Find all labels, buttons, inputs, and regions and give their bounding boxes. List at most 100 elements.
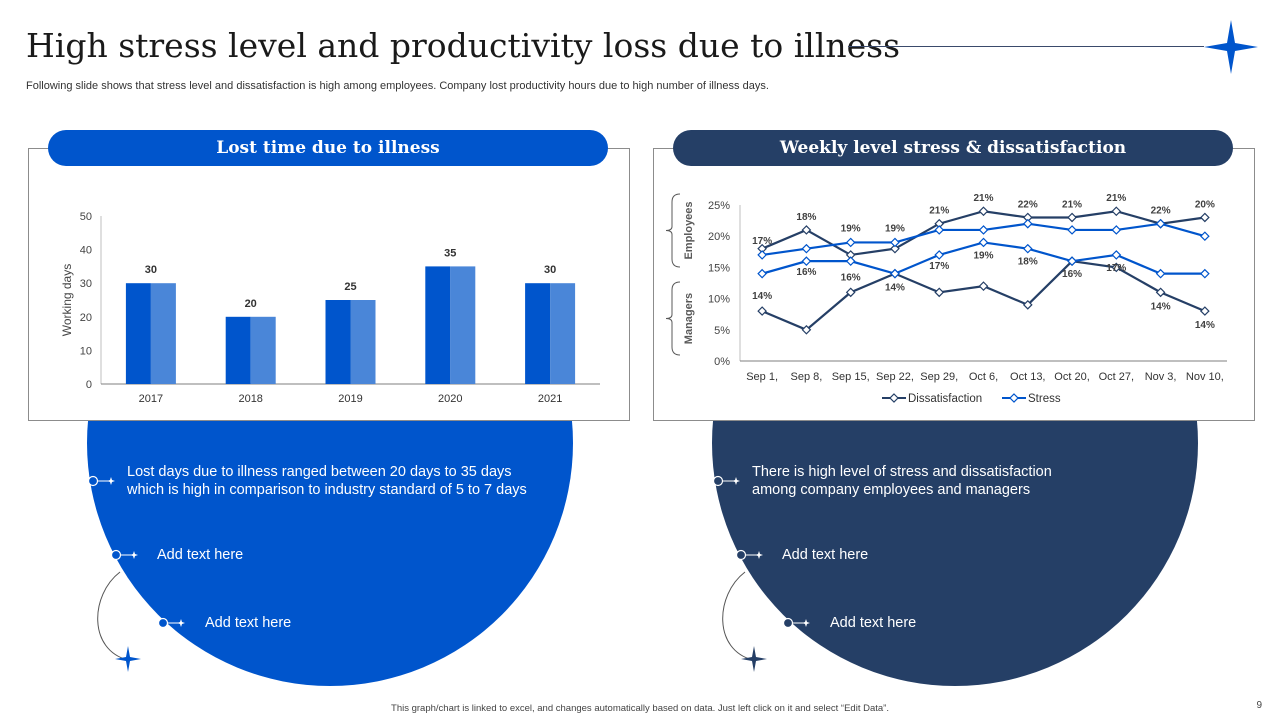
page-subtitle: Following slide shows that stress level …: [26, 80, 769, 92]
series-marker: [1067, 212, 1077, 223]
group-bracket: [665, 193, 681, 268]
bar-highlight: [250, 316, 276, 384]
bar-chart-card[interactable]: 0 10 20 30 40 50 Working days 30 2017 20 2018 25 201…: [28, 148, 630, 421]
series-marker: [801, 256, 812, 267]
footer-note: This graph/chart is linked to excel, and…: [391, 703, 889, 714]
series-marker: [978, 281, 989, 291]
left-point-3: Add text here: [205, 615, 292, 631]
series-marker: [1111, 262, 1122, 273]
series-marker: [1200, 231, 1210, 242]
y-tick-label: 25%: [708, 200, 730, 212]
bar-highlight: [150, 283, 176, 384]
bullet-icon: [110, 549, 138, 561]
series-marker: [845, 256, 856, 267]
series-marker: [1200, 212, 1210, 223]
bar-highlight: [550, 283, 576, 384]
series-marker: [845, 237, 856, 248]
y-tick-label: 20: [80, 312, 92, 324]
series-marker: [1111, 250, 1122, 260]
series-marker: [1067, 225, 1077, 235]
bullet-icon: [735, 549, 763, 561]
series-marker: [934, 287, 945, 298]
x-tick-label: Sep 22,: [876, 371, 914, 383]
data-label: 22%: [1151, 206, 1171, 217]
data-label: 20%: [1195, 199, 1215, 210]
data-label: 18%: [796, 212, 816, 223]
series-marker: [757, 306, 767, 316]
star-icon: [1204, 20, 1258, 74]
bar-data-label: 20: [245, 298, 257, 310]
right-point-2: Add text here: [782, 547, 869, 563]
left-point-2: Add text here: [157, 547, 244, 563]
series-marker: [1111, 206, 1122, 217]
series-marker: [1022, 218, 1033, 229]
x-tick-label: Sep 15,: [832, 371, 870, 383]
x-tick-label: Oct 6,: [969, 371, 998, 383]
bullet-icon: [712, 475, 740, 487]
y-tick-label: 15%: [708, 262, 730, 274]
group-label: Employees: [683, 201, 695, 259]
bar: [425, 266, 451, 384]
data-label: 17%: [929, 261, 949, 272]
legend-label: Dissatisfaction: [908, 393, 982, 405]
data-label: 14%: [1151, 301, 1171, 312]
data-label: 14%: [1195, 320, 1215, 331]
x-tick-label: 2020: [438, 393, 462, 405]
series-marker: [934, 225, 945, 235]
bullet-icon: [782, 617, 810, 629]
star-icon: [741, 646, 767, 672]
line-chart-card[interactable]: 0% 5% 10% 15% 20% 25% Sep 1, Sep 8, Sep 15, Sep 2…: [653, 148, 1255, 421]
bullet-icon: [157, 617, 185, 629]
series-marker: [1067, 256, 1077, 267]
data-label: 22%: [1018, 199, 1038, 210]
bar-data-label: 25: [344, 281, 356, 293]
right-point-1: There is high level of stress and dissat…: [752, 464, 1052, 498]
y-tick-label: 0: [86, 379, 92, 391]
data-label: 21%: [1106, 193, 1126, 204]
line-chart-title-pill: Weekly level stress & dissatisfaction: [673, 130, 1233, 166]
bar-chart[interactable]: 0 10 20 30 40 50 Working days 30 2017 20 2018 25 201…: [29, 149, 629, 420]
series-marker: [845, 287, 856, 298]
bar-data-label: 30: [145, 264, 157, 276]
data-label: 17%: [752, 236, 772, 247]
y-tick-label: 5%: [714, 325, 730, 337]
series-marker: [801, 225, 812, 235]
data-label: 19%: [841, 223, 861, 234]
x-tick-label: Sep 1,: [746, 371, 778, 383]
series-marker: [757, 250, 767, 260]
y-tick-label: 50: [80, 211, 92, 223]
line-chart[interactable]: 0% 5% 10% 15% 20% 25% Sep 1, Sep 8, Sep 15, Sep 2…: [654, 149, 1254, 420]
bar: [525, 283, 551, 384]
page-number: 9: [1256, 700, 1262, 711]
x-tick-label: Nov 10,: [1186, 371, 1224, 383]
left-point-1: Lost days due to illness ranged between …: [127, 464, 527, 498]
data-label: 18%: [1018, 257, 1038, 268]
data-label: 16%: [841, 272, 861, 283]
data-label: 16%: [1062, 269, 1082, 280]
x-tick-label: Oct 20,: [1054, 371, 1089, 383]
data-label: 21%: [1062, 199, 1082, 210]
bar-data-label: 35: [444, 247, 456, 259]
data-label: 19%: [885, 223, 905, 234]
x-tick-label: Sep 29,: [920, 371, 958, 383]
legend-marker: [889, 393, 899, 403]
x-tick-label: 2021: [538, 393, 562, 405]
series-marker: [1200, 306, 1210, 316]
series-marker: [934, 250, 945, 260]
bar-chart-title-pill: Lost time due to illness: [48, 130, 608, 166]
series-marker: [801, 324, 812, 335]
series-marker: [890, 243, 900, 254]
series-marker: [801, 243, 812, 254]
x-tick-label: 2017: [139, 393, 163, 405]
title-divider: [848, 46, 1204, 47]
series-marker: [890, 237, 900, 248]
y-tick-label: 10: [80, 345, 92, 357]
data-label: 21%: [929, 206, 949, 217]
bar: [225, 316, 251, 384]
star-icon: [115, 646, 141, 672]
x-tick-label: Oct 27,: [1099, 371, 1134, 383]
x-tick-label: 2019: [338, 393, 362, 405]
data-label: 19%: [973, 250, 993, 261]
y-tick-label: 20%: [708, 231, 730, 243]
bar-highlight: [450, 266, 476, 384]
